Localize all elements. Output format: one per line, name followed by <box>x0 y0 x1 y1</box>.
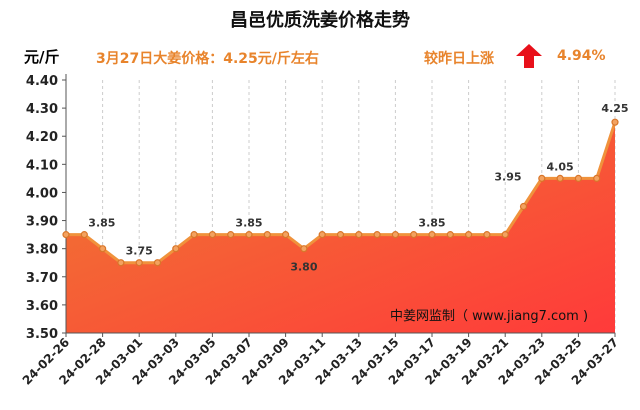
y-axis-unit: 元/斤 <box>24 48 60 66</box>
y-tick-label: 4.10 <box>26 158 58 173</box>
data-point <box>172 245 180 253</box>
change-label: 较昨日上涨 <box>424 51 494 67</box>
data-point <box>465 231 473 239</box>
data-point <box>611 118 619 126</box>
data-point <box>336 231 345 239</box>
markers <box>62 118 619 267</box>
data-point <box>190 231 198 239</box>
data-point <box>117 259 125 267</box>
data-point <box>300 245 308 253</box>
labels: 3.85 3.75 3.85 3.80 3.85 3.95 4.05 4.25 <box>88 102 628 274</box>
y-tick-label: 4.20 <box>26 130 58 145</box>
data-point <box>245 231 253 239</box>
data-label: 3.75 <box>126 245 153 258</box>
data-label: 3.85 <box>235 217 262 230</box>
data-point <box>593 174 601 182</box>
data-point <box>410 231 418 239</box>
data-point <box>135 259 143 267</box>
data-point <box>391 231 399 239</box>
watermark: 中姜网监制（ www.jiang7.com ) <box>390 309 588 324</box>
data-point <box>282 231 290 239</box>
data-point <box>80 231 88 239</box>
y-tick-label: 4.00 <box>26 186 58 201</box>
y-tick-label: 3.60 <box>26 299 58 314</box>
data-point <box>446 231 454 239</box>
y-tick-label: 3.90 <box>26 215 58 230</box>
price-area <box>66 122 615 334</box>
data-point <box>62 231 70 239</box>
data-label: 4.25 <box>601 102 628 115</box>
data-point <box>263 231 271 239</box>
data-point <box>556 174 564 182</box>
data-point <box>501 231 509 239</box>
data-label: 3.85 <box>418 217 445 230</box>
data-point <box>519 202 528 211</box>
y-tick-label: 4.30 <box>26 102 58 117</box>
data-point <box>208 231 216 239</box>
data-label: 3.80 <box>290 261 317 274</box>
data-point <box>98 245 107 253</box>
y-tick-label: 3.80 <box>26 243 58 258</box>
data-point <box>538 174 546 182</box>
data-label: 4.05 <box>547 160 574 173</box>
area-layer <box>66 121 617 334</box>
data-label: 3.95 <box>494 171 521 184</box>
data-point <box>373 231 381 239</box>
y-tick-label: 4.40 <box>26 74 58 89</box>
data-point <box>318 231 326 239</box>
chart-title: 昌邑优质洗姜价格走势 <box>230 10 410 31</box>
arrow-up-icon <box>516 44 542 68</box>
data-point <box>153 259 162 267</box>
data-point <box>227 231 235 239</box>
data-point <box>355 231 363 239</box>
price-note: 3月27日大姜价格：4.25元/斤左右 <box>96 51 319 67</box>
data-point <box>574 174 583 182</box>
data-label: 3.85 <box>88 217 115 230</box>
data-point <box>428 231 436 239</box>
data-point <box>483 231 491 239</box>
change-value: 4.94% <box>557 48 606 64</box>
y-tick-label: 3.50 <box>26 327 58 342</box>
y-tick-label: 3.70 <box>26 271 58 286</box>
